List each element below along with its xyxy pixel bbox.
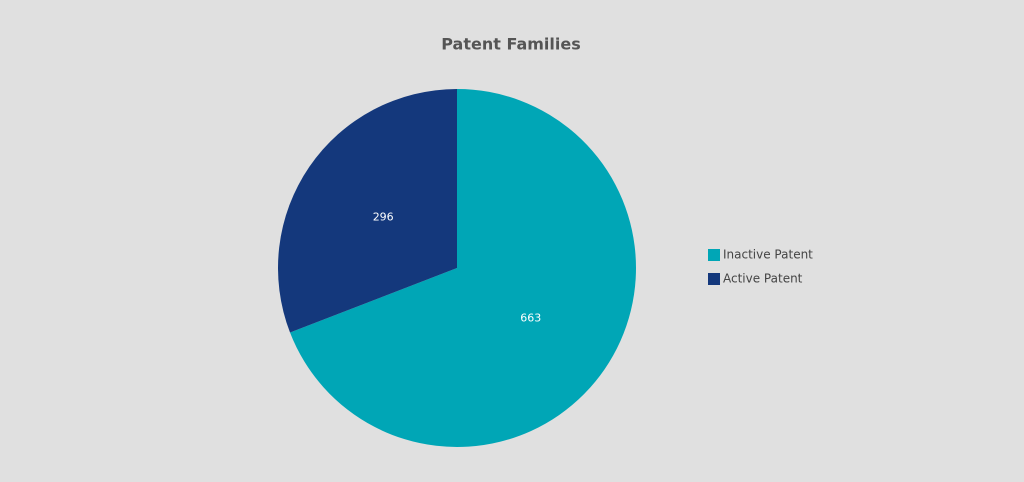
pie-slice: [290, 89, 636, 447]
pie-slice: [278, 89, 457, 333]
legend-swatch: [708, 249, 720, 261]
chart-title: Patent Families: [441, 35, 581, 54]
data-label: 663: [520, 312, 541, 325]
legend-label: Active Patent: [723, 272, 803, 286]
data-label: 296: [373, 210, 394, 223]
legend-label: Inactive Patent: [723, 248, 813, 262]
legend-swatch: [708, 273, 720, 285]
